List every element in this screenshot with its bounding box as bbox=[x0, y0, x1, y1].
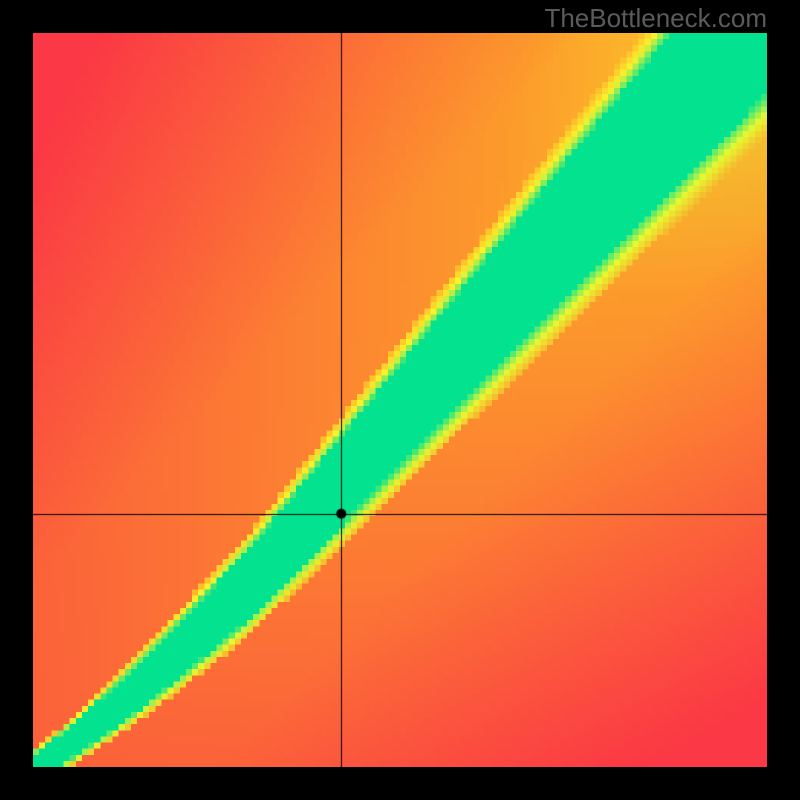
crosshair-overlay bbox=[33, 33, 767, 767]
watermark-text: TheBottleneck.com bbox=[544, 3, 767, 34]
chart-container: TheBottleneck.com bbox=[0, 0, 800, 800]
